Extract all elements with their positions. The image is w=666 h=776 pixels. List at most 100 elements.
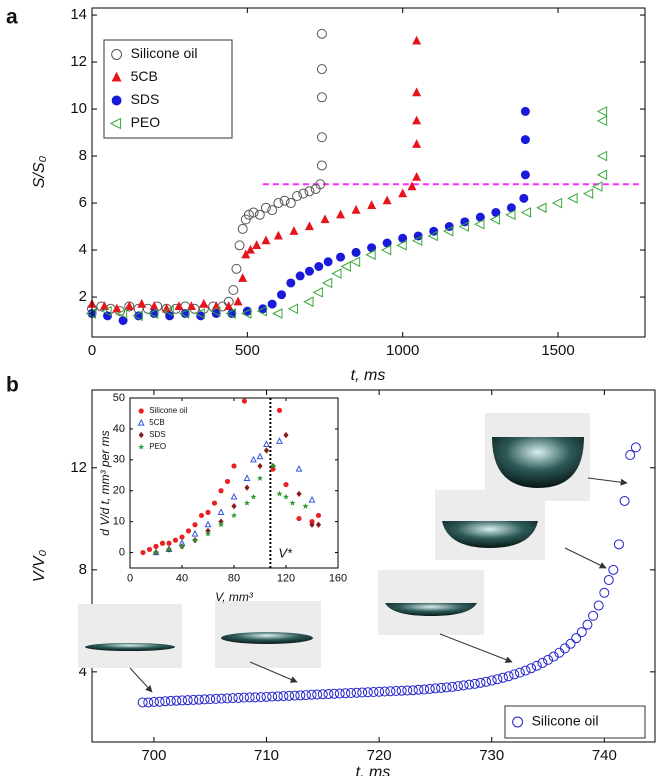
marker [237,223,248,234]
marker [205,694,216,705]
droplet [221,632,313,644]
marker [278,691,289,702]
marker [309,521,315,528]
marker [180,309,190,318]
marker [497,672,508,683]
droplet [442,521,538,548]
marker [531,660,542,671]
marker [224,478,231,485]
marker [486,675,497,686]
y-tick-label: 12 [70,53,87,70]
marker [362,687,373,698]
y-tick-label: 30 [113,454,125,466]
marker [475,212,485,222]
marker [592,181,603,192]
legend-label: SDS [131,91,160,107]
arrow [249,661,298,683]
x-tick-label: 740 [592,747,617,764]
marker [316,132,327,143]
marker [267,205,278,216]
marker [441,682,452,693]
marker [292,191,303,201]
droplet [85,643,175,651]
marker [474,218,485,230]
marker [331,268,342,279]
marker [285,198,296,209]
marker [334,688,345,699]
marker [304,221,314,231]
marker [118,316,128,326]
marker [112,303,122,313]
marker [551,197,563,209]
marker [198,512,205,519]
x-tick-label: 730 [479,747,504,764]
marker [304,266,314,276]
marker [596,150,608,162]
droplet [492,437,584,488]
marker [204,530,212,537]
marker [218,488,224,494]
marker [321,277,333,289]
marker [273,230,283,240]
panel-label: b [6,374,19,397]
marker [380,244,392,256]
legend-label: Silicone oil [149,406,187,415]
marker [138,431,144,439]
marker [407,685,418,696]
marker [582,619,593,630]
marker [256,475,264,481]
marker [412,87,422,97]
x-axis-label: t, ms [356,764,391,776]
axes-frame [91,389,656,743]
marker [385,686,396,697]
marker [211,500,218,506]
legend-label: SDS [149,430,165,439]
marker [489,214,500,225]
marker [111,71,122,82]
x-tick-label: 40 [176,572,188,584]
marker [351,204,361,214]
marker [286,278,296,288]
marker [300,690,311,701]
marker [217,508,225,515]
marker [407,181,417,191]
marker [276,407,283,413]
marker [596,169,608,181]
marker [256,452,264,460]
marker [413,231,423,241]
marker [165,311,175,321]
marker [216,693,227,704]
marker [329,688,340,699]
arrow [129,667,153,693]
marker [231,463,237,469]
marker [269,462,277,469]
marker [576,627,587,638]
marker [351,247,361,257]
marker [475,677,486,688]
marker [289,499,296,506]
x-axis-label: t, ms [351,367,386,384]
marker [230,492,238,500]
marker [613,539,624,550]
marker [101,305,112,317]
marker [411,235,423,246]
marker [204,520,212,528]
marker [315,521,322,528]
marker [191,529,199,537]
marker [138,443,145,450]
marker [230,512,238,519]
marker [424,683,435,694]
droplet [385,603,477,616]
y-tick-label: 0 [119,546,125,558]
marker [116,308,128,319]
marker [241,398,247,404]
marker [295,690,306,701]
marker [185,528,192,534]
marker [374,686,385,697]
marker [419,684,430,695]
marker [429,226,439,236]
marker [250,692,261,703]
marker [103,311,113,321]
marker [298,188,309,199]
marker [287,303,299,315]
